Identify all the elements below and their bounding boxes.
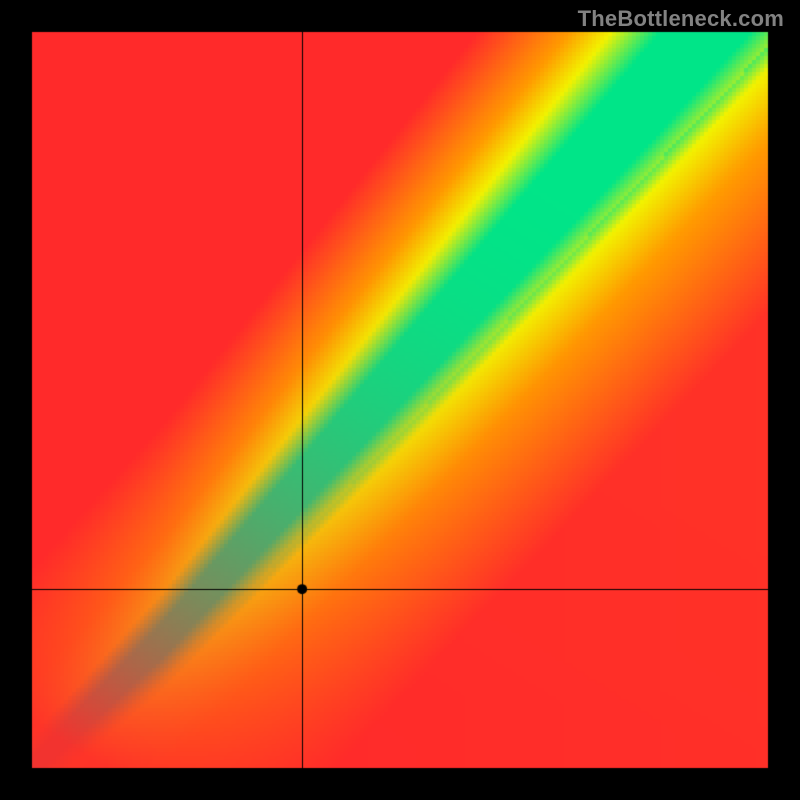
bottleneck-heatmap [0,0,800,800]
watermark-text: TheBottleneck.com [578,6,784,32]
chart-container: TheBottleneck.com [0,0,800,800]
